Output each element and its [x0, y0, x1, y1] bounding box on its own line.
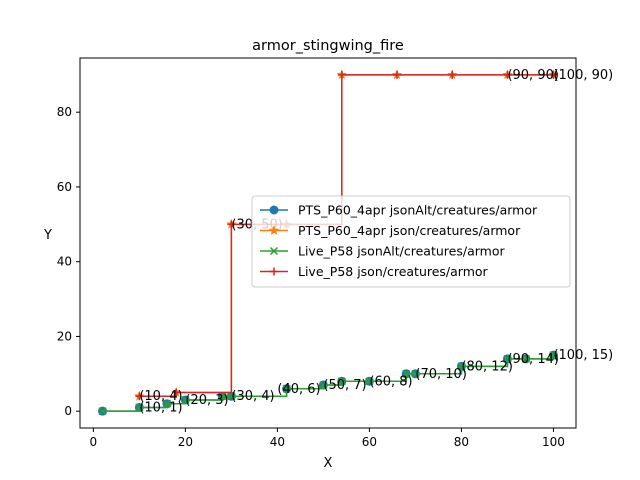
series-marker — [448, 70, 457, 79]
data-point-label: (40, 6) — [277, 382, 320, 397]
legend: PTS_P60_4apr jsonAlt/creatures/armor PTS_… — [251, 195, 571, 288]
series-marker — [282, 384, 291, 393]
y-axis-ticks: 0 20 40 60 80 — [57, 105, 80, 418]
data-point-label: (10, 1) — [139, 400, 182, 415]
legend-entry: PTS_P60_4apr jsonAlt/creatures/armor — [260, 203, 538, 218]
data-point-label: (90, 90) — [507, 68, 559, 83]
series-marker — [98, 407, 107, 416]
series-marker — [172, 388, 181, 397]
x-tick-label: 40 — [270, 435, 285, 449]
legend-marker — [269, 205, 279, 215]
axes-frame — [79, 57, 577, 429]
series-marker — [319, 380, 328, 390]
series-marker — [393, 70, 402, 79]
series-marker — [227, 392, 236, 401]
data-point-label: (80, 12) — [461, 359, 512, 374]
y-tick-label: 80 — [57, 105, 72, 119]
chart-title: armor_stingwing_fire — [252, 38, 404, 54]
x-axis-ticks: 0 20 40 60 80 100 — [90, 428, 565, 449]
y-tick-label: 40 — [57, 255, 72, 269]
x-tick-label: 0 — [90, 435, 98, 449]
data-point-label: (100, 15) — [553, 348, 613, 363]
legend-marker — [268, 225, 280, 235]
series-marker — [549, 70, 558, 79]
series-marker — [402, 369, 411, 378]
series-marker — [337, 70, 346, 79]
y-tick-label: 20 — [57, 329, 72, 343]
legend-label: Live_P58 jsonAlt/creatures/armor — [298, 244, 505, 259]
series-marker — [503, 70, 512, 79]
data-point-label: (90, 14) — [507, 352, 559, 367]
data-point-label: (10, 4) — [139, 389, 182, 404]
x-tick-label: 80 — [454, 435, 469, 449]
data-annotations: (10, 4)(10, 1)(20, 3)(30, 4)(30, 50)(40,… — [139, 68, 613, 416]
series-2 — [98, 351, 558, 416]
series-marker — [411, 369, 420, 378]
series-marker — [503, 354, 512, 363]
y-tick-label: 0 — [64, 404, 72, 418]
legend-marker — [270, 267, 278, 276]
series-marker — [549, 351, 558, 360]
series-marker — [181, 395, 190, 405]
legend-entry: PTS_P60_4apr json/creatures/armor — [260, 223, 521, 238]
data-point-label: (100, 90) — [553, 68, 613, 83]
x-tick-label: 100 — [542, 435, 565, 449]
series-marker — [337, 377, 346, 386]
legend-entry: Live_P58 json/creatures/armor — [260, 264, 489, 279]
series-marker — [457, 362, 466, 371]
data-point-label: (30, 4) — [231, 389, 274, 404]
x-tick-label: 20 — [178, 435, 193, 449]
series-marker — [227, 220, 236, 229]
series-marker — [218, 392, 227, 401]
y-tick-label: 60 — [57, 180, 72, 194]
legend-entry: Live_P58 jsonAlt/creatures/armor — [260, 244, 505, 259]
data-point-label: (20, 3) — [185, 393, 228, 408]
data-point-label: (50, 7) — [323, 378, 366, 393]
legend-marker — [269, 246, 279, 256]
x-tick-label: 60 — [362, 435, 377, 449]
data-point-label: (70, 10) — [415, 367, 467, 382]
legend-box — [251, 195, 571, 288]
legend-label: PTS_P60_4apr jsonAlt/creatures/armor — [298, 203, 538, 218]
data-point-label: (60, 8) — [369, 374, 412, 389]
x-axis-label: X — [324, 456, 333, 471]
series-marker — [135, 392, 144, 401]
series-marker — [365, 377, 374, 386]
series-marker — [135, 403, 144, 412]
y-axis-label: Y — [43, 228, 52, 243]
legend-label: PTS_P60_4apr json/creatures/armor — [298, 223, 521, 238]
series-marker — [521, 354, 530, 363]
series-marker — [162, 399, 171, 408]
legend-label: Live_P58 json/creatures/armor — [298, 264, 489, 279]
